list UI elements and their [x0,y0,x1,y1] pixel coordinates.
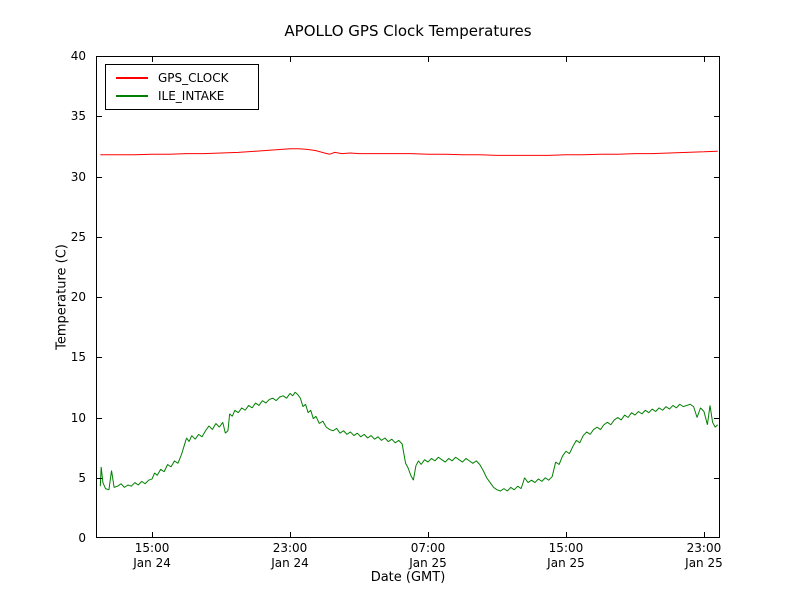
y-tick-label: 0 [78,531,86,545]
x-axis-label: Date (GMT) [370,570,446,585]
y-tick-label: 5 [78,470,86,485]
legend: GPS_CLOCK ILE_INTAKE [105,64,260,110]
y-tick-label: 40 [70,49,86,63]
legend-item: ILE_INTAKE [116,87,228,105]
axes-frame [96,56,720,538]
x-tick-date: Jan 24 [271,556,309,570]
legend-item: GPS_CLOCK [116,69,228,87]
x-tick-date: Jan 25 [547,556,585,570]
x-tick-label: 23:00 Jan 25 [659,541,749,571]
y-tick-label: 30 [70,169,86,184]
x-tick-date: Jan 25 [409,556,447,570]
x-tick-label: 15:00 Jan 25 [521,541,611,571]
plot-area [96,56,720,538]
x-tick-time: 23:00 [686,541,722,555]
legend-label: ILE_INTAKE [158,89,225,103]
x-tick-time: 23:00 [272,541,308,555]
y-tick-label: 25 [70,229,86,244]
x-tick-time: 15:00 [134,541,170,555]
y-tick-label: 10 [70,410,86,425]
legend-label: GPS_CLOCK [158,71,229,85]
chart-title: APOLLO GPS Clock Temperatures [284,22,532,40]
y-tick-label: 15 [70,350,86,365]
x-tick-date: Jan 24 [133,556,171,570]
legend-line-sample [116,95,148,97]
series-line-GPS_CLOCK [100,148,718,156]
x-tick-label: 07:00 Jan 25 [383,541,473,571]
y-tick-label: 35 [70,109,86,124]
x-tick-date: Jan 25 [685,556,723,570]
y-tick-label: 20 [70,290,86,304]
x-tick-time: 07:00 [410,541,446,555]
series-line-ILE_INTAKE [99,391,719,492]
legend-line-sample [116,77,148,79]
x-tick-time: 15:00 [548,541,584,555]
x-tick-label: 23:00 Jan 24 [245,541,335,571]
x-tick-label: 15:00 Jan 24 [107,541,197,571]
